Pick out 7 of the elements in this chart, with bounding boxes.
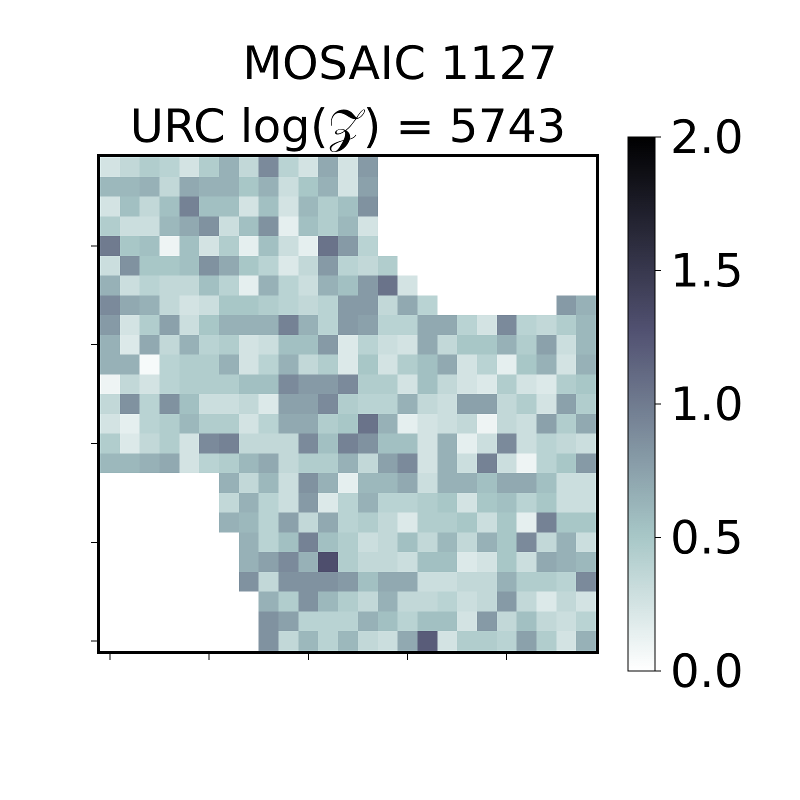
color-bar-label: 1.5: [670, 244, 744, 298]
chart-subtitle: URC log(𝒵) = 5743: [130, 99, 566, 153]
color-bar-label: 0.5: [670, 510, 744, 565]
color-bar-label: 0.0: [670, 644, 744, 698]
chart-title: MOSAIC 1127: [242, 36, 558, 90]
color-bar-label: 2.0: [670, 110, 744, 164]
color-bar-label: 1.0: [670, 377, 744, 432]
